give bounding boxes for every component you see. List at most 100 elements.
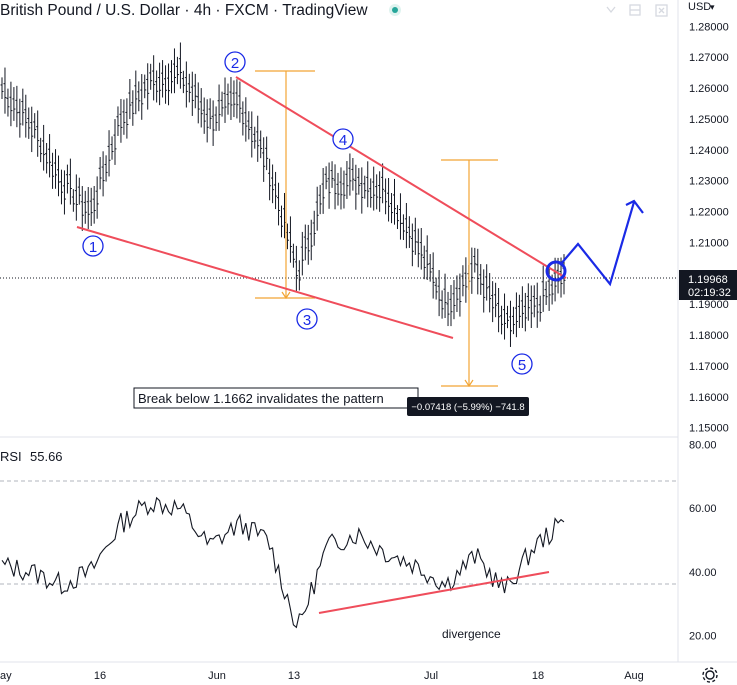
price-bar (164, 65, 168, 104)
price-bar (86, 187, 90, 229)
time-tick-label: Aug (624, 670, 644, 682)
price-bar (485, 264, 489, 301)
projection-arrowhead (625, 199, 644, 214)
rsi-tick-label: 20.00 (689, 631, 717, 643)
price-bar (381, 163, 385, 204)
price-bar (425, 235, 429, 280)
price-bar (140, 74, 144, 120)
price-tick-label: 1.24000 (689, 145, 729, 157)
chart-title: British Pound / U.S. Dollar · 4h · FXCM … (0, 2, 368, 19)
price-bar (342, 170, 346, 209)
price-axis[interactable]: 1.28000 1.27000 1.26000 1.25000 1.24000 1.230… (689, 21, 729, 434)
time-tick-label: 13 (288, 670, 300, 682)
price-bar (39, 137, 43, 163)
price-bar (181, 70, 185, 94)
price-bar (500, 305, 504, 335)
price-bar (30, 106, 34, 153)
price-bar (416, 228, 420, 268)
price-bar (208, 98, 212, 130)
price-bar (327, 162, 331, 209)
price-bar (288, 216, 292, 263)
price-bar (494, 282, 498, 318)
price-bar (27, 107, 31, 139)
price-bar (172, 48, 176, 94)
price-bar (149, 63, 153, 90)
price-bar (378, 171, 382, 212)
price-bar (131, 90, 135, 126)
price-tick-label: 1.22000 (689, 207, 729, 219)
price-bar (80, 186, 84, 231)
price-bar (277, 182, 281, 226)
price-bar (395, 205, 399, 230)
time-tick-label: 18 (532, 670, 544, 682)
price-bar (134, 70, 138, 115)
price-bar (59, 169, 63, 205)
price-bar (161, 60, 165, 98)
settings-gear-icon[interactable] (702, 667, 718, 683)
price-bar (413, 217, 417, 255)
lower-trendline (76, 226, 454, 339)
time-tick-label: ay (0, 670, 12, 682)
price-tick-label: 1.15000 (689, 423, 729, 435)
price-bar (360, 167, 364, 214)
measure-tool-2 (441, 159, 498, 388)
price-bar (128, 79, 132, 120)
price-bar (54, 149, 58, 189)
upper-trendline (235, 76, 567, 279)
wave-label-2: 2 (224, 51, 246, 73)
price-bar (333, 164, 337, 210)
rsi-axis[interactable]: 80.00 60.00 40.00 20.00 (689, 439, 717, 642)
price-bar (431, 252, 435, 299)
price-bar (104, 155, 108, 182)
price-tick-label: 1.27000 (689, 52, 729, 64)
price-bar (24, 94, 28, 138)
price-bar (137, 81, 141, 112)
rsi-tick-label: 80.00 (689, 439, 717, 451)
price-bar (544, 281, 548, 305)
pane-controls[interactable] (606, 4, 668, 17)
price-bar (83, 190, 87, 224)
price-bar (113, 119, 117, 165)
price-bar (152, 55, 156, 101)
price-bar (330, 161, 334, 188)
price-bar (155, 70, 159, 103)
price-bar (520, 286, 524, 329)
price-bar (351, 157, 355, 191)
price-bar (56, 155, 60, 197)
currency-caret[interactable]: ▾ (710, 2, 715, 12)
svg-text:5: 5 (518, 357, 526, 374)
price-bar (318, 184, 322, 215)
price-bar (280, 205, 284, 238)
price-bar (437, 270, 441, 317)
price-bar (184, 61, 188, 108)
invalidation-note: Break below 1.1662 invalidates the patte… (133, 387, 419, 409)
wave-label-3: 3 (296, 308, 318, 330)
price-bar (175, 56, 179, 85)
price-bar (196, 82, 200, 124)
divergence-label: divergence (442, 627, 501, 641)
price-bar (268, 158, 272, 201)
price-bar (220, 91, 224, 117)
price-bar (226, 83, 230, 115)
price-bar (244, 97, 248, 142)
price-tick-label: 1.18000 (689, 330, 729, 342)
currency-label[interactable]: USD (688, 1, 711, 13)
price-bar (48, 134, 52, 178)
price-bar (464, 257, 468, 303)
time-axis[interactable]: ay 16 Jun 13 Jul 18 Aug (0, 670, 644, 682)
price-bar (511, 306, 515, 335)
price-bar (297, 260, 301, 291)
price-bar (428, 254, 432, 282)
wave-label-5: 5 (511, 353, 533, 375)
price-bar (62, 170, 66, 215)
price-bar (508, 300, 512, 347)
price-bar (294, 245, 298, 292)
price-bar (291, 243, 295, 268)
price-bar (523, 292, 527, 332)
price-bar (110, 136, 114, 160)
price-bar (92, 185, 96, 224)
price-bar (491, 281, 495, 323)
projection-path (559, 201, 636, 287)
price-bar (482, 269, 486, 313)
